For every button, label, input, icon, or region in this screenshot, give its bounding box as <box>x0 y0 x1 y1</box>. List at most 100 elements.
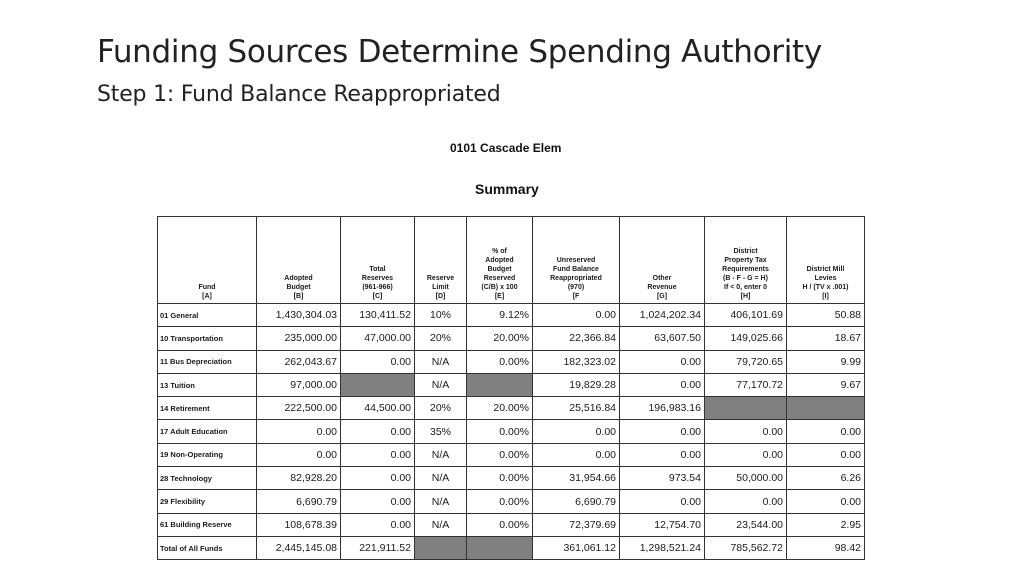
cell-adopted-budget: 2,445,145.08 <box>256 535 341 561</box>
cell-pct-reserved: 0.00% <box>466 419 533 444</box>
cell-fund: 13 Tuition <box>157 372 257 398</box>
cell-fund: 10 Transportation <box>157 326 257 351</box>
table-row: 13 Tuition 97,000.00 N/A 19,829.28 0.00 77,17… <box>157 372 865 398</box>
table-total-row: Total of All Funds 2,445,145.08 221,911.52… <box>157 535 865 561</box>
slide-subtitle: Step 1: Fund Balance Reappropriated <box>97 82 501 107</box>
cell-other-revenue: 1,298,521.24 <box>619 535 705 561</box>
cell-total-reserves: 44,500.00 <box>340 396 415 421</box>
header-reserve-limit: Reserve Limit [D] <box>414 216 467 304</box>
table-header-row: Fund [A] Adopted Budget [B] Total Reserv… <box>157 216 865 304</box>
cell-unreserved-fund-balance: 0.00 <box>532 419 620 444</box>
cell-unreserved-fund-balance: 182,323.02 <box>532 349 620 374</box>
cell-pct-reserved: 0.00% <box>466 442 533 468</box>
cell-fund: 11 Bus Depreciation <box>157 349 257 374</box>
cell-fund: 19 Non-Operating <box>157 442 257 468</box>
cell-other-revenue: 0.00 <box>619 372 705 398</box>
cell-reserve-limit: N/A <box>414 442 467 468</box>
cell-mill-levies: 6.26 <box>786 466 865 491</box>
table-row: 10 Transportation 235,000.00 47,000.00 20% 2… <box>157 326 865 351</box>
cell-unreserved-fund-balance: 19,829.28 <box>532 372 620 398</box>
cell-pct-reserved <box>466 535 533 561</box>
cell-reserve-limit: N/A <box>414 349 467 374</box>
table-row: 11 Bus Depreciation 262,043.67 0.00 N/A 0.00… <box>157 349 865 374</box>
cell-pct-reserved: 0.00% <box>466 512 533 537</box>
cell-adopted-budget: 1,430,304.03 <box>256 302 341 328</box>
header-mill-levies: District Mill Levies H / (TV x .001) [I] <box>786 216 865 304</box>
table-row: 19 Non-Operating 0.00 0.00 N/A 0.00% 0.00 0.00… <box>157 442 865 468</box>
cell-total-reserves: 0.00 <box>340 349 415 374</box>
cell-adopted-budget: 108,678.39 <box>256 512 341 537</box>
cell-total-reserves: 221,911.52 <box>340 535 415 561</box>
cell-fund: 29 Flexibility <box>157 489 257 514</box>
report-section-label: Summary <box>475 181 539 197</box>
cell-mill-levies: 0.00 <box>786 442 865 468</box>
fund-summary-table: Fund [A] Adopted Budget [B] Total Reserv… <box>157 216 865 561</box>
cell-total-reserves: 0.00 <box>340 466 415 491</box>
cell-property-tax: 77,170.72 <box>704 372 787 398</box>
cell-pct-reserved: 0.00% <box>466 466 533 491</box>
cell-pct-reserved: 20.00% <box>466 396 533 421</box>
cell-reserve-limit: 35% <box>414 419 467 444</box>
cell-pct-reserved: 0.00% <box>466 489 533 514</box>
cell-reserve-limit: N/A <box>414 489 467 514</box>
table-row: 29 Flexibility 6,690.79 0.00 N/A 0.00% 6,690.… <box>157 489 865 514</box>
cell-pct-reserved <box>466 372 533 398</box>
cell-property-tax: 0.00 <box>704 489 787 514</box>
cell-total-reserves: 0.00 <box>340 489 415 514</box>
cell-property-tax: 0.00 <box>704 442 787 468</box>
table-row: 01 General 1,430,304.03 130,411.52 10% 9.12%… <box>157 302 865 328</box>
table-body: 01 General 1,430,304.03 130,411.52 10% 9.12%… <box>157 302 865 561</box>
cell-adopted-budget: 82,928.20 <box>256 466 341 491</box>
header-unreserved-fund-balance: Unreserved Fund Balance Reappropriated (… <box>532 216 620 304</box>
cell-adopted-budget: 222,500.00 <box>256 396 341 421</box>
cell-mill-levies: 18.67 <box>786 326 865 351</box>
table-row: 14 Retirement 222,500.00 44,500.00 20% 20.00… <box>157 396 865 421</box>
cell-property-tax: 0.00 <box>704 419 787 444</box>
cell-pct-reserved: 9.12% <box>466 302 533 328</box>
cell-mill-levies <box>786 396 865 421</box>
cell-total-reserves: 0.00 <box>340 442 415 468</box>
cell-other-revenue: 1,024,202.34 <box>619 302 705 328</box>
cell-other-revenue: 12,754.70 <box>619 512 705 537</box>
cell-other-revenue: 973.54 <box>619 466 705 491</box>
header-adopted-budget: Adopted Budget [B] <box>256 216 341 304</box>
cell-reserve-limit: N/A <box>414 372 467 398</box>
cell-mill-levies: 9.67 <box>786 372 865 398</box>
cell-adopted-budget: 0.00 <box>256 419 341 444</box>
header-total-reserves: Total Reserves (961-966) [C] <box>340 216 415 304</box>
cell-property-tax: 50,000.00 <box>704 466 787 491</box>
cell-property-tax: 149,025.66 <box>704 326 787 351</box>
cell-other-revenue: 0.00 <box>619 489 705 514</box>
cell-total-reserves: 0.00 <box>340 512 415 537</box>
cell-mill-levies: 98.42 <box>786 535 865 561</box>
cell-reserve-limit: 20% <box>414 396 467 421</box>
header-property-tax: District Property Tax Requirements (B - … <box>704 216 787 304</box>
slide-title: Funding Sources Determine Spending Autho… <box>97 34 822 70</box>
cell-adopted-budget: 97,000.00 <box>256 372 341 398</box>
cell-unreserved-fund-balance: 0.00 <box>532 442 620 468</box>
cell-fund: 17 Adult Education <box>157 419 257 444</box>
cell-reserve-limit: 10% <box>414 302 467 328</box>
cell-pct-reserved: 0.00% <box>466 349 533 374</box>
cell-unreserved-fund-balance: 361,061.12 <box>532 535 620 561</box>
cell-fund: Total of All Funds <box>157 535 257 561</box>
cell-other-revenue: 0.00 <box>619 349 705 374</box>
cell-unreserved-fund-balance: 72,379.69 <box>532 512 620 537</box>
cell-adopted-budget: 6,690.79 <box>256 489 341 514</box>
cell-adopted-budget: 262,043.67 <box>256 349 341 374</box>
table-row: 17 Adult Education 0.00 0.00 35% 0.00% 0.00 0.… <box>157 419 865 444</box>
cell-other-revenue: 0.00 <box>619 419 705 444</box>
cell-fund: 01 General <box>157 302 257 328</box>
cell-other-revenue: 0.00 <box>619 442 705 468</box>
cell-total-reserves: 0.00 <box>340 419 415 444</box>
cell-property-tax <box>704 396 787 421</box>
table-row: 28 Technology 82,928.20 0.00 N/A 0.00% 31,954… <box>157 466 865 491</box>
cell-unreserved-fund-balance: 31,954.66 <box>532 466 620 491</box>
cell-pct-reserved: 20.00% <box>466 326 533 351</box>
cell-property-tax: 79,720.65 <box>704 349 787 374</box>
cell-other-revenue: 196,983.16 <box>619 396 705 421</box>
cell-fund: 14 Retirement <box>157 396 257 421</box>
cell-total-reserves: 130,411.52 <box>340 302 415 328</box>
cell-other-revenue: 63,607.50 <box>619 326 705 351</box>
cell-mill-levies: 0.00 <box>786 419 865 444</box>
